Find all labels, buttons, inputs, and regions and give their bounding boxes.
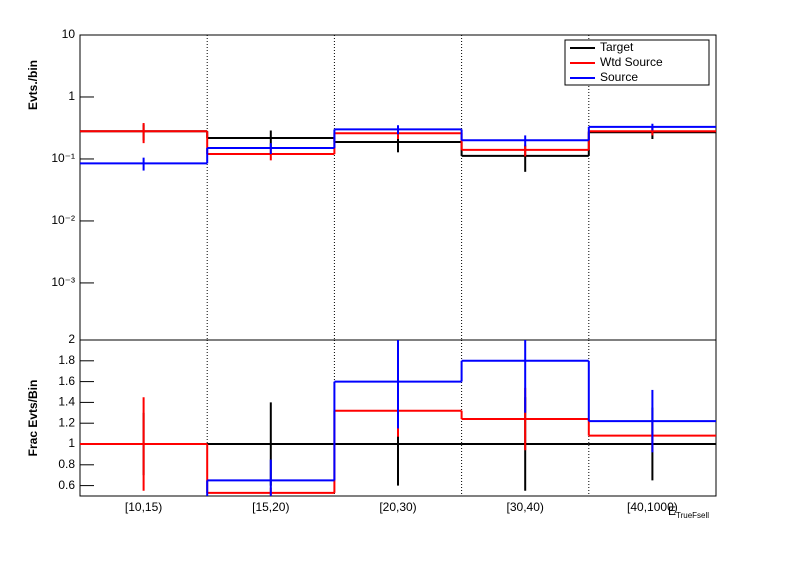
y-tick-label: 1.2 (58, 415, 75, 429)
y-tick-label: 1.8 (58, 353, 75, 367)
x-axis-label: ETrueFsell (668, 504, 709, 520)
x-tick-label: [20,30) (379, 500, 416, 514)
x-tick-label: [40,1000) (627, 500, 678, 514)
plot-area (80, 340, 716, 496)
y-tick-label: 1 (68, 89, 75, 103)
y-tick-label: 1.4 (58, 395, 75, 409)
x-tick-label: [15,20) (252, 500, 289, 514)
y-tick-label: 10⁻³ (51, 275, 75, 289)
x-axis-label-main: E (668, 504, 676, 518)
y-tick-label: 1 (68, 436, 75, 450)
legend-label: Target (600, 40, 634, 54)
y-tick-label: 10⁻² (51, 213, 75, 227)
y-tick-label: 0.6 (58, 478, 75, 492)
x-axis-label-sub: TrueFsell (676, 511, 709, 520)
y-tick-label: 10⁻¹ (51, 151, 75, 165)
plot-area (80, 123, 716, 172)
y-tick-label: 2 (68, 332, 75, 346)
y-tick-label: 0.8 (58, 457, 75, 471)
y-axis-label: Evts./bin (26, 60, 40, 110)
legend-label: Wtd Source (600, 55, 663, 69)
x-tick-label: [10,15) (125, 500, 162, 514)
legend-label: Source (600, 70, 638, 84)
x-tick-label: [30,40) (507, 500, 544, 514)
y-tick-label: 10 (62, 27, 76, 41)
y-tick-label: 1.6 (58, 374, 75, 388)
y-axis-label: Frac Evts/Bin (26, 380, 40, 457)
